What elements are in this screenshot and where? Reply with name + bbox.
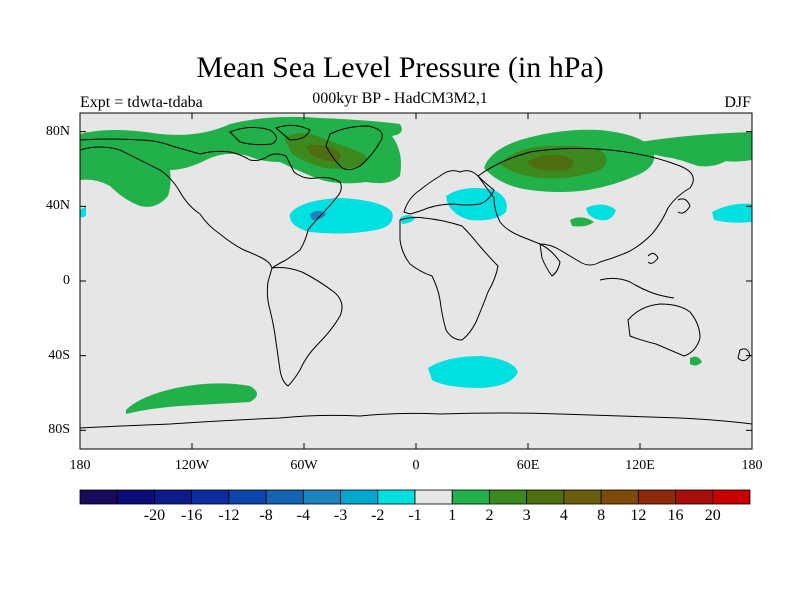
colorbar-label: 16 (667, 507, 684, 524)
pressure-anomaly-shading (80, 116, 752, 414)
colorbar-swatch (377, 489, 416, 505)
colorbar-swatch (414, 489, 453, 505)
anomaly-region-north-atlantic (289, 198, 393, 234)
colorbar-label: -16 (180, 507, 203, 524)
colorbar-label: 20 (704, 507, 721, 524)
colorbar-label: 4 (559, 507, 568, 524)
colorbar-label: 2 (485, 507, 494, 524)
colorbar-label: -1 (408, 507, 422, 524)
colorbar-swatch (265, 489, 304, 505)
coastline-southeast-asia (599, 252, 675, 299)
colorbar-swatch (600, 489, 639, 505)
lat-label: 0 (63, 273, 70, 288)
colorbar (79, 489, 751, 505)
coastlines (80, 124, 752, 429)
colorbar-label: -3 (333, 507, 348, 524)
colorbar-swatch (637, 489, 676, 505)
anomaly-region-siberia-center (526, 154, 574, 171)
lat-label: 80S (48, 422, 70, 438)
anomaly-region-pacific-edge (80, 206, 86, 218)
anomaly-region-tibet (586, 204, 616, 221)
colorbar-label: 3 (522, 507, 531, 524)
colorbar-label: -12 (218, 507, 240, 524)
colorbar-swatch (116, 489, 155, 505)
chart-subtitle: 000kyr BP - HadCM3M2,1 (312, 90, 488, 107)
axis-ticks (79, 113, 753, 449)
anomaly-region-greenland-center (306, 144, 341, 162)
colorbar-swatch (228, 489, 267, 505)
lat-label: 40N (45, 198, 70, 214)
colorbar-swatch (154, 489, 193, 505)
colorbar-label: 8 (597, 507, 606, 524)
coastline-asia (477, 147, 694, 266)
anomaly-region-north-pacific (712, 203, 752, 223)
lon-label: 120E (625, 458, 655, 473)
lon-label: 60E (516, 458, 540, 473)
coastline-africa (399, 216, 499, 341)
anomaly-region-central-asia (570, 217, 594, 227)
colorbar-swatch (340, 489, 379, 505)
lon-label: 0 (412, 458, 420, 473)
coastline-australia (627, 303, 701, 357)
coastline-europe (403, 170, 495, 215)
coastline-antarctica (80, 412, 752, 429)
lon-label: 180 (741, 458, 763, 473)
anomaly-region-arctic-east (640, 132, 752, 162)
lon-label: 120W (174, 458, 210, 473)
colorbar-label: -4 (296, 507, 310, 524)
lat-label: 40S (48, 347, 70, 363)
colorbar-swatch (191, 489, 230, 505)
colorbar-swatch (526, 489, 565, 505)
anomaly-region-tasman (690, 356, 702, 366)
colorbar-swatch (489, 489, 528, 505)
anomaly-region-north-atlantic-core (310, 211, 326, 220)
colorbar-swatch (451, 489, 490, 505)
lon-label: 180 (69, 458, 91, 473)
coastline-india (539, 243, 561, 277)
colorbar-swatch (563, 489, 602, 505)
coastline-north-america (80, 138, 342, 269)
anomaly-region-south-pacific (126, 383, 257, 414)
anomaly-region-south-indian (428, 356, 518, 388)
coastline-greenland (325, 125, 383, 171)
anomaly-region-kamchatka (680, 155, 730, 167)
chart-title: Mean Sea Level Pressure (in hPa) (196, 51, 604, 84)
coastline-japan (677, 198, 691, 214)
colorbar-label: -20 (143, 507, 166, 524)
colorbar-label: -2 (371, 507, 385, 524)
lon-label: 60W (290, 458, 318, 473)
colorbar-swatch (712, 489, 751, 505)
colorbar-swatch (302, 489, 341, 505)
colorbar-label: 12 (630, 507, 647, 524)
season-label: DJF (724, 94, 751, 111)
colorbar-swatch (675, 489, 714, 505)
colorbar-label: 1 (448, 507, 457, 524)
experiment-label: Expt = tdwta-tdaba (80, 94, 203, 111)
coastline-south-america (266, 267, 343, 387)
colorbar-swatch (79, 489, 118, 505)
lat-label: 80N (45, 123, 70, 139)
colorbar-label: -8 (259, 507, 273, 524)
coastline-arctic-islands (229, 124, 311, 146)
